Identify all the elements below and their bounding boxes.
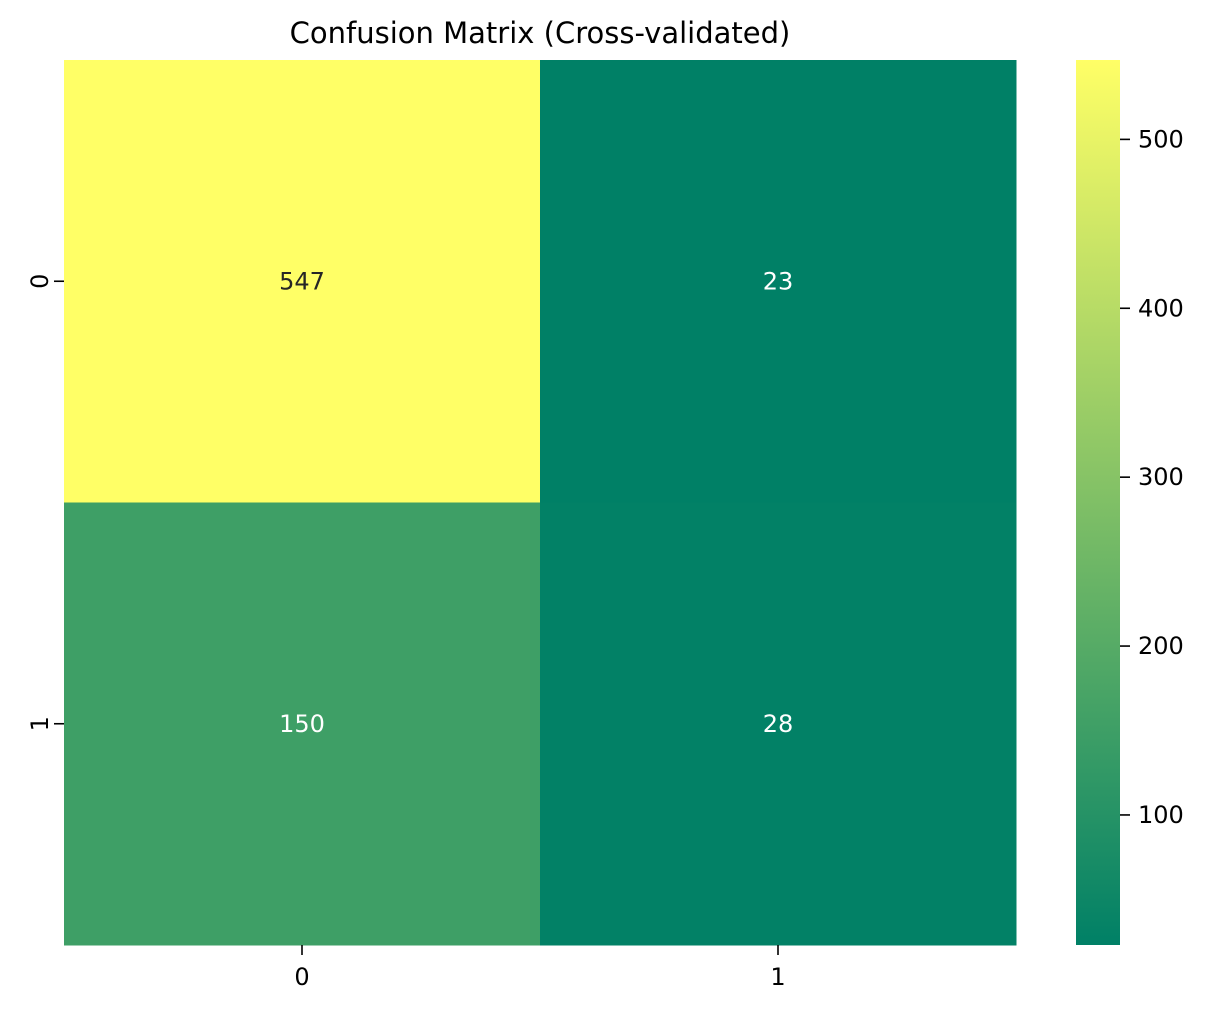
heatmap-cell-label-r0-c0: 547 [279,267,325,295]
chart-title: Confusion Matrix (Cross-validated) [290,16,791,50]
y-tick-label-0: 0 [26,274,54,289]
y-axis: 01 [26,274,64,731]
colorbar-tick-label-2: 300 [1138,463,1184,491]
heatmap-cell-label-r1-c1: 28 [763,710,794,738]
heatmap-cell-labels: 547 23 150 28 [279,267,793,738]
colorbar-axis: 100 200 300 400 500 [1120,125,1184,829]
heatmap-cell-label-r0-c1: 23 [763,267,794,295]
x-tick-label-0: 0 [294,963,309,991]
heatmap-cell-label-r1-c0: 150 [279,710,325,738]
heatmap-cell-r0-c0 [64,60,541,503]
colorbar-tick-label-0: 100 [1138,801,1184,829]
heatmap-cells [64,60,1017,946]
y-tick-label-1: 1 [26,716,54,731]
heatmap-cell-r1-c1 [540,502,1017,946]
colorbar-tick-label-4: 500 [1138,125,1184,153]
x-tick-label-1: 1 [770,963,785,991]
heatmap-cell-r1-c0 [64,502,541,946]
colorbar-tick-label-3: 400 [1138,294,1184,322]
colorbar [1076,60,1120,945]
colorbar-tick-label-1: 200 [1138,632,1184,660]
heatmap-cell-r0-c1 [540,60,1017,503]
